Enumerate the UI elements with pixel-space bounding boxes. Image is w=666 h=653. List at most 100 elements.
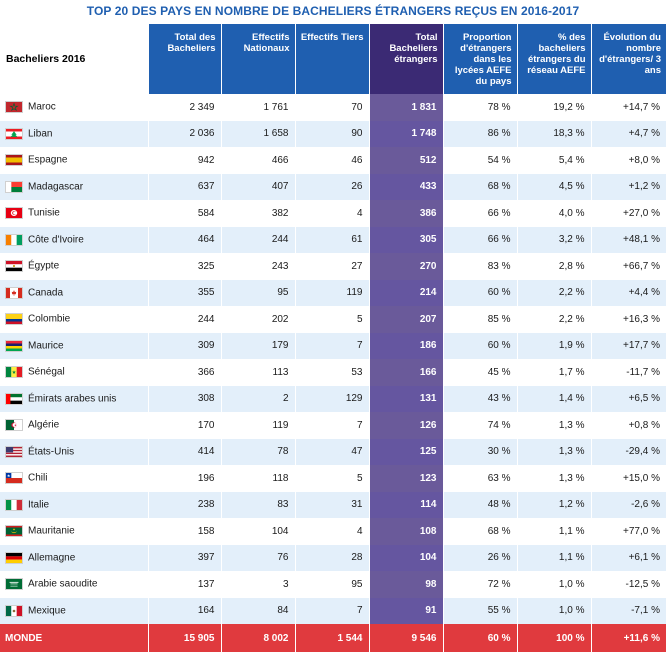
cell-pct-reseau: 5,4 % [516, 147, 591, 174]
cell-proportion: 63 % [442, 465, 517, 492]
cell-effectifs-nationaux: 118 [220, 465, 295, 492]
cell-effectifs-tiers: 90 [294, 120, 369, 147]
cell-effectifs-tiers: 5 [294, 465, 369, 492]
cell-total-bacheliers: 2 036 [147, 120, 221, 147]
cell-effectifs-tiers: 5 [294, 306, 369, 333]
cell-effectifs-nationaux: 244 [220, 226, 295, 253]
cell-pct-reseau: 1,3 % [516, 412, 591, 439]
header-total-etrangers: Total Bacheliers étrangers [368, 24, 443, 94]
senegal-flag [5, 366, 23, 379]
country-name: Tunisie [28, 207, 60, 219]
cell-total-bacheliers: 2 349 [147, 94, 221, 121]
total-cell-evolution: +11,6 % [590, 624, 666, 652]
lebanon-flag [5, 127, 23, 140]
cell-effectifs-tiers: 47 [294, 438, 369, 465]
table-row: Colombie 244 202 5 207 85 % 2,2 % +16,3 % [0, 306, 666, 333]
table-row: États-Unis 414 78 47 125 30 % 1,3 % -29,4 % [0, 438, 666, 465]
cell-pct-reseau: 3,2 % [516, 226, 591, 253]
country-cell: Espagne [0, 147, 148, 174]
cell-total-bacheliers: 942 [147, 147, 221, 174]
cell-total-bacheliers: 164 [147, 597, 221, 624]
total-cell-effectifs-nationaux: 8 002 [220, 624, 295, 652]
cell-proportion: 60 % [442, 279, 517, 306]
header-total-bacheliers: Total des Bacheliers [147, 24, 221, 94]
table-row: Maroc 2 349 1 761 70 1 831 78 % 19,2 % +14,7 % [0, 94, 666, 121]
mexico-flag [5, 604, 23, 617]
cell-evolution: +6,1 % [590, 544, 666, 571]
cell-total-etrangers: 186 [368, 332, 443, 359]
cell-effectifs-tiers: 26 [294, 173, 369, 200]
header-proportion: Proportion d'étrangers dans les lycées A… [442, 24, 517, 94]
table-row: Égypte 325 243 27 270 83 % 2,8 % +66,7 % [0, 253, 666, 280]
cell-pct-reseau: 18,3 % [516, 120, 591, 147]
cell-total-etrangers: 166 [368, 359, 443, 386]
cell-effectifs-tiers: 95 [294, 571, 369, 598]
country-cell: Arabie saoudite [0, 571, 148, 598]
cell-effectifs-nationaux: 1 761 [220, 94, 295, 121]
country-name: Algérie [28, 419, 60, 431]
table-row: Maurice 309 179 7 186 60 % 1,9 % +17,7 % [0, 332, 666, 359]
colombia-flag [5, 313, 23, 326]
cell-evolution: +66,7 % [590, 253, 666, 280]
cell-total-etrangers: 123 [368, 465, 443, 492]
cell-total-etrangers: 207 [368, 306, 443, 333]
country-cell: Mexique [0, 597, 148, 624]
country-name: Maurice [28, 340, 64, 352]
country-name: Liban [28, 128, 53, 140]
cell-effectifs-nationaux: 382 [220, 200, 295, 227]
cell-effectifs-tiers: 7 [294, 332, 369, 359]
table-row: Allemagne 397 76 28 104 26 % 1,1 % +6,1 % [0, 544, 666, 571]
total-cell-total-etrangers: 9 546 [368, 624, 443, 652]
table-row: Canada 355 95 119 214 60 % 2,2 % +4,4 % [0, 279, 666, 306]
cell-pct-reseau: 1,3 % [516, 438, 591, 465]
cell-evolution: -12,5 % [590, 571, 666, 598]
cell-effectifs-nationaux: 407 [220, 173, 295, 200]
country-cell: Italie [0, 491, 148, 518]
cell-effectifs-nationaux: 78 [220, 438, 295, 465]
country-cell: Mauritanie [0, 518, 148, 545]
cell-total-bacheliers: 464 [147, 226, 221, 253]
cell-proportion: 45 % [442, 359, 517, 386]
country-name: Italie [28, 499, 50, 511]
cell-effectifs-tiers: 7 [294, 412, 369, 439]
cell-effectifs-tiers: 61 [294, 226, 369, 253]
cell-effectifs-tiers: 28 [294, 544, 369, 571]
cell-proportion: 74 % [442, 412, 517, 439]
cell-evolution: +27,0 % [590, 200, 666, 227]
cell-total-bacheliers: 170 [147, 412, 221, 439]
cell-effectifs-nationaux: 179 [220, 332, 295, 359]
cell-pct-reseau: 1,0 % [516, 597, 591, 624]
cell-total-bacheliers: 244 [147, 306, 221, 333]
country-name: Espagne [28, 154, 68, 166]
cell-total-etrangers: 114 [368, 491, 443, 518]
country-name: Canada [28, 287, 64, 299]
total-cell-total-bacheliers: 15 905 [147, 624, 221, 652]
cell-total-bacheliers: 238 [147, 491, 221, 518]
cell-evolution: +1,2 % [590, 173, 666, 200]
cell-effectifs-tiers: 27 [294, 253, 369, 280]
table-row: Espagne 942 466 46 512 54 % 5,4 % +8,0 % [0, 147, 666, 174]
cell-effectifs-tiers: 46 [294, 147, 369, 174]
cell-total-bacheliers: 308 [147, 385, 221, 412]
table-row: Italie 238 83 31 114 48 % 1,2 % -2,6 % [0, 491, 666, 518]
algeria-flag [5, 419, 23, 432]
table-row: Tunisie 584 382 4 386 66 % 4,0 % +27,0 % [0, 200, 666, 227]
cell-pct-reseau: 1,0 % [516, 571, 591, 598]
country-cell: Côte d'Ivoire [0, 226, 148, 253]
header-effectifs-nationaux: Effectifs Nationaux [220, 24, 295, 94]
total-row: MONDE 15 905 8 002 1 544 9 546 60 % 100 % +11,6… [0, 624, 666, 652]
cell-total-etrangers: 1 831 [368, 94, 443, 121]
header-effectifs-tiers: Effectifs Tiers [294, 24, 369, 94]
italy-flag [5, 498, 23, 511]
total-cell-pct-reseau: 100 % [516, 624, 591, 652]
country-cell: Émirats arabes unis [0, 385, 148, 412]
cell-pct-reseau: 1,2 % [516, 491, 591, 518]
canada-flag [5, 286, 23, 299]
table-row: Mauritanie 158 104 4 108 68 % 1,1 % +77,0 % [0, 518, 666, 545]
cell-total-bacheliers: 137 [147, 571, 221, 598]
cell-effectifs-tiers: 70 [294, 94, 369, 121]
cell-proportion: 78 % [442, 94, 517, 121]
cell-total-etrangers: 1 748 [368, 120, 443, 147]
cell-total-etrangers: 305 [368, 226, 443, 253]
cote-divoire-flag [5, 233, 23, 246]
